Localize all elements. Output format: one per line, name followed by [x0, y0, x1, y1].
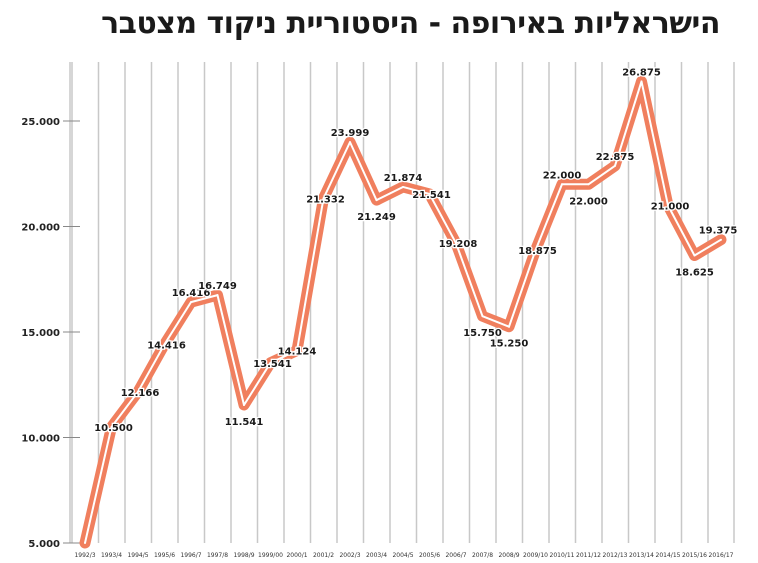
data-point [216, 294, 219, 297]
data-point [375, 199, 378, 202]
data-point [137, 390, 139, 393]
x-tick-label: 2013/14 [629, 552, 654, 559]
data-point [322, 197, 325, 200]
data-label: 13.541 [253, 359, 292, 370]
data-label: 19.375 [699, 226, 738, 237]
x-tick-label: 2003/4 [366, 552, 387, 559]
x-tick-label: 2014/15 [656, 552, 681, 559]
data-point [455, 242, 457, 245]
x-tick-label: 1995/6 [154, 552, 175, 559]
x-tick-label: 2010/11 [550, 552, 575, 559]
data-label: 21.000 [651, 201, 690, 212]
x-tick-label: 2009/10 [523, 552, 548, 559]
data-point [534, 249, 537, 252]
data-label: 14.416 [147, 340, 186, 351]
data-point [693, 254, 696, 257]
data-label: 22.000 [543, 170, 582, 181]
data-point [640, 80, 643, 83]
x-tick-label: 2011/12 [576, 552, 601, 559]
data-label: 21.332 [306, 194, 345, 205]
data-label: 12.166 [121, 388, 160, 399]
data-point [190, 301, 192, 304]
data-point [84, 542, 86, 544]
data-point [269, 361, 272, 364]
x-tick-label: 2015/16 [682, 552, 707, 559]
x-tick-label: 1993/4 [101, 552, 122, 559]
data-point [720, 238, 722, 241]
data-label: 11.541 [225, 417, 264, 428]
x-tick-label: 2008/9 [498, 552, 519, 559]
data-label: 22.875 [596, 152, 635, 163]
data-label: 23.999 [331, 128, 370, 139]
x-tick-label: 1994/5 [127, 552, 148, 559]
data-point [110, 425, 113, 428]
y-tick-label: 15.000 [21, 328, 60, 339]
x-tick-label: 1999/00 [258, 552, 283, 559]
data-point [296, 349, 298, 352]
x-tick-label: 2005/6 [419, 552, 440, 559]
x-tick-label: 2016/17 [709, 552, 734, 559]
data-label: 19.208 [439, 239, 478, 250]
data-point [614, 164, 616, 167]
data-point [349, 141, 351, 144]
data-label: 21.541 [412, 190, 451, 201]
x-tick-label: 1992/3 [74, 552, 95, 559]
x-tick-label: 2004/5 [392, 552, 413, 559]
y-tick-label: 10.000 [21, 434, 60, 445]
chart-title: הישראליות באירופה - היסטוריית ניקוד מצטב… [101, 6, 720, 41]
data-label: 15.750 [463, 328, 502, 339]
data-label: 26.875 [622, 67, 661, 78]
y-tick-label: 5.000 [28, 539, 60, 550]
x-tick-label: 2000/1 [286, 552, 307, 559]
data-point [481, 315, 484, 318]
data-point [243, 403, 245, 406]
data-point [667, 204, 669, 207]
x-tick-label: 1996/7 [180, 552, 201, 559]
data-point [508, 325, 510, 328]
x-tick-label: 2002/3 [339, 552, 360, 559]
data-label: 18.875 [518, 246, 557, 257]
data-label: 21.874 [384, 173, 423, 184]
x-tick-label: 2006/7 [445, 552, 466, 559]
y-tick-label: 20.000 [21, 223, 60, 234]
data-label: 18.625 [675, 268, 714, 279]
data-label: 15.250 [490, 339, 529, 350]
x-tick-label: 2001/2 [313, 552, 334, 559]
x-tick-label: 2012/13 [603, 552, 628, 559]
data-label: 22.000 [569, 196, 608, 207]
data-label: 21.249 [357, 212, 396, 223]
data-point [561, 183, 563, 186]
x-tick-label: 1997/8 [207, 552, 228, 559]
data-point [402, 185, 404, 188]
x-tick-label: 1998/9 [233, 552, 254, 559]
data-label: 16.749 [198, 281, 237, 292]
data-point [163, 343, 166, 346]
data-label: 16.416 [172, 288, 211, 299]
data-label: 14.124 [278, 346, 317, 357]
y-tick-label: 25.000 [21, 117, 60, 128]
data-label: 10.500 [94, 423, 133, 434]
series-line [79, 75, 727, 549]
data-point [587, 183, 590, 186]
data-point [428, 192, 431, 195]
x-tick-label: 2007/8 [472, 552, 493, 559]
